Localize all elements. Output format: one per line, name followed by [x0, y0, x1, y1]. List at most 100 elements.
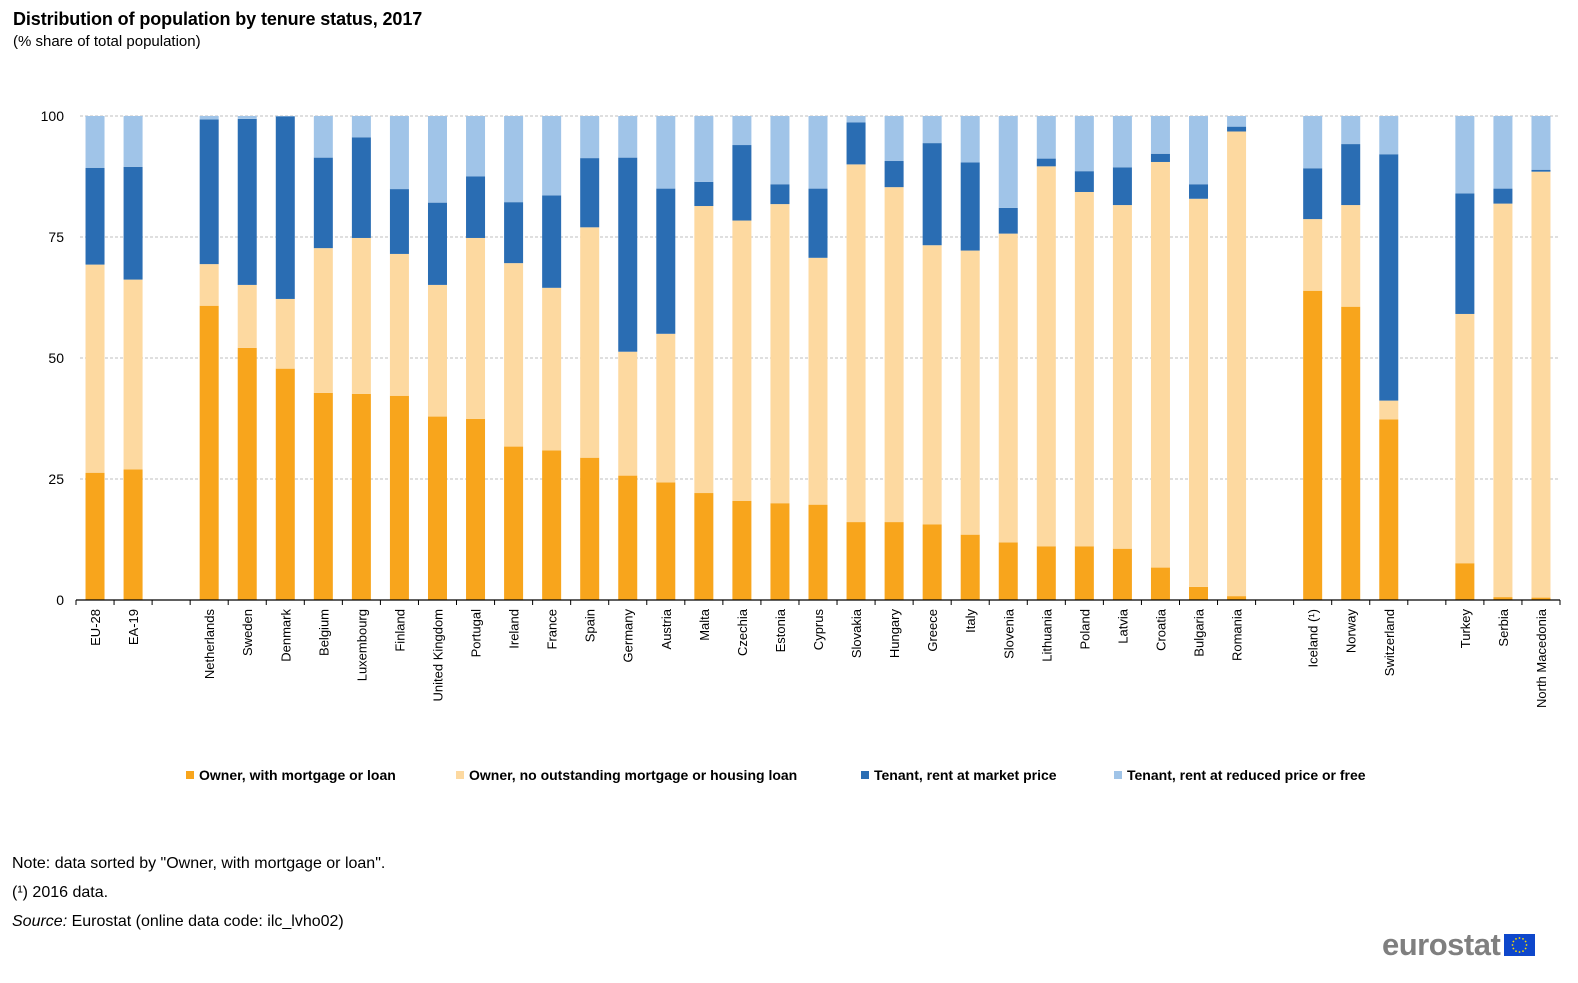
bar-segment-owner-mortgage: [1531, 597, 1551, 600]
bar-segment-owner-no-mortgage: [427, 284, 447, 417]
legend-label-owner-mortgage: Owner, with mortgage or loan: [199, 767, 396, 783]
bar-segment-tenant-market: [351, 137, 371, 238]
legend-label-owner-no-mortgage: Owner, no outstanding mortgage or housin…: [469, 767, 798, 783]
y-tick-label: 25: [48, 471, 64, 487]
x-tick-label: Slovenia: [1001, 608, 1016, 659]
y-tick-label: 50: [48, 350, 64, 366]
bar-segment-owner-mortgage: [123, 469, 143, 600]
bars: [85, 116, 1551, 600]
bar-segment-tenant-market: [1150, 153, 1170, 162]
bar-segment-owner-no-mortgage: [922, 245, 942, 525]
bar-segment-owner-no-mortgage: [85, 264, 105, 473]
bar-segment-owner-mortgage: [1379, 419, 1399, 600]
bar-segment-owner-no-mortgage: [504, 263, 524, 447]
bar-segment-tenant-reduced: [542, 116, 562, 196]
bar-segment-tenant-market: [808, 188, 828, 258]
bar-segment-tenant-market: [884, 161, 904, 188]
bar-segment-tenant-market: [1303, 168, 1323, 220]
bar-segment-owner-mortgage: [1341, 306, 1361, 600]
x-axis-labels: EU-28 EA-19 Netherlands Sweden Denmark Belgiu…: [88, 608, 1549, 708]
bar-segment-tenant-reduced: [1150, 116, 1170, 154]
bar-segment-tenant-market: [1227, 126, 1247, 132]
x-tick-label: Hungary: [887, 609, 902, 659]
bar-segment-owner-no-mortgage: [1493, 203, 1513, 598]
bar-segment-tenant-reduced: [389, 116, 409, 190]
bar-segment-owner-no-mortgage: [1227, 131, 1247, 597]
x-tick-label: Luxembourg: [354, 609, 369, 681]
x-tick-label: Portugal: [469, 609, 484, 658]
bar-segment-tenant-reduced: [998, 116, 1018, 208]
bar-segment-tenant-market: [1455, 193, 1475, 314]
bar-segment-tenant-reduced: [466, 116, 486, 177]
source-label: Source:: [12, 913, 68, 930]
bar-segment-tenant-reduced: [351, 116, 371, 138]
bar-segment-tenant-market: [846, 122, 866, 165]
bar-segment-tenant-reduced: [694, 116, 714, 182]
bar-segment-owner-mortgage: [1493, 597, 1513, 600]
bar-segment-tenant-reduced: [85, 116, 105, 168]
bar-segment-owner-no-mortgage: [998, 233, 1018, 543]
bar-segment-owner-mortgage: [1455, 563, 1475, 600]
bar-segment-owner-mortgage: [1189, 586, 1209, 600]
bar-segment-tenant-market: [1189, 184, 1209, 199]
bar-segment-tenant-reduced: [884, 116, 904, 162]
x-tick-label: Norway: [1344, 609, 1359, 654]
bar-segment-tenant-reduced: [427, 116, 447, 203]
bar-segment-tenant-market: [313, 157, 333, 249]
bar-segment-owner-no-mortgage: [618, 351, 638, 476]
bar-segment-tenant-market: [1112, 167, 1132, 206]
bar-segment-owner-mortgage: [1150, 567, 1170, 600]
sort-note: Note: data sorted by "Owner, with mortga…: [12, 855, 386, 872]
bar-segment-owner-no-mortgage: [199, 264, 219, 306]
x-tick-label: Sweden: [240, 609, 255, 656]
bar-segment-owner-no-mortgage: [808, 257, 828, 505]
bar-segment-owner-mortgage: [618, 475, 638, 600]
bar-segment-tenant-reduced: [1189, 116, 1209, 185]
bar-segment-owner-no-mortgage: [313, 248, 333, 393]
x-tick-label: Netherlands: [202, 609, 217, 680]
legend-swatch-tenant-market: [861, 771, 869, 779]
bar-segment-owner-no-mortgage: [770, 204, 790, 504]
bar-segment-tenant-reduced: [1455, 116, 1475, 194]
bar-segment-owner-mortgage: [1036, 546, 1056, 600]
bar-segment-owner-no-mortgage: [1531, 171, 1551, 598]
bar-segment-owner-mortgage: [275, 368, 295, 600]
bar-segment-owner-no-mortgage: [960, 250, 980, 535]
bar-segment-tenant-reduced: [237, 116, 257, 119]
chart-notes: Note: data sorted by "Owner, with mortga…: [12, 849, 385, 936]
bar-segment-owner-mortgage: [1227, 596, 1247, 600]
y-tick-label: 75: [48, 229, 64, 245]
bar-segment-owner-mortgage: [466, 418, 486, 600]
bar-segment-tenant-reduced: [1303, 116, 1323, 169]
bar-segment-tenant-reduced: [199, 116, 219, 120]
x-tick-label: Denmark: [278, 609, 293, 662]
bar-segment-owner-no-mortgage: [732, 220, 752, 501]
bar-segment-tenant-market: [618, 157, 638, 352]
legend-item-owner-mortgage: Owner, with mortgage or loan: [186, 767, 396, 783]
bar-segment-tenant-market: [389, 189, 409, 254]
bar-segment-owner-mortgage: [656, 482, 676, 600]
x-tick-label: Cyprus: [811, 609, 826, 651]
bar-segment-owner-mortgage: [389, 395, 409, 600]
bar-segment-owner-no-mortgage: [656, 333, 676, 483]
bar-segment-tenant-market: [1493, 188, 1513, 204]
x-tick-label: Spain: [583, 609, 598, 642]
bar-segment-tenant-market: [732, 145, 752, 221]
x-tick-label: Ireland: [507, 609, 522, 649]
bar-segment-tenant-reduced: [922, 116, 942, 144]
x-tick-label: Croatia: [1153, 608, 1168, 651]
bar-segment-tenant-reduced: [580, 116, 600, 159]
bar-segment-tenant-reduced: [1341, 116, 1361, 145]
bar-segment-owner-no-mortgage: [1189, 198, 1209, 587]
bar-segment-owner-mortgage: [504, 446, 524, 600]
bar-segment-owner-mortgage: [85, 472, 105, 600]
x-tick-label: North Macedonia: [1534, 608, 1549, 708]
bar-segment-tenant-market: [85, 167, 105, 265]
x-tick-label: Czechia: [735, 608, 750, 656]
bar-segment-owner-mortgage: [808, 504, 828, 600]
bar-segment-owner-no-mortgage: [1379, 400, 1399, 420]
bar-segment-owner-no-mortgage: [275, 298, 295, 369]
x-tick-label: Lithuania: [1039, 608, 1054, 662]
legend-label-tenant-market: Tenant, rent at market price: [874, 767, 1057, 783]
legend-swatch-owner-no-mortgage: [456, 771, 464, 779]
